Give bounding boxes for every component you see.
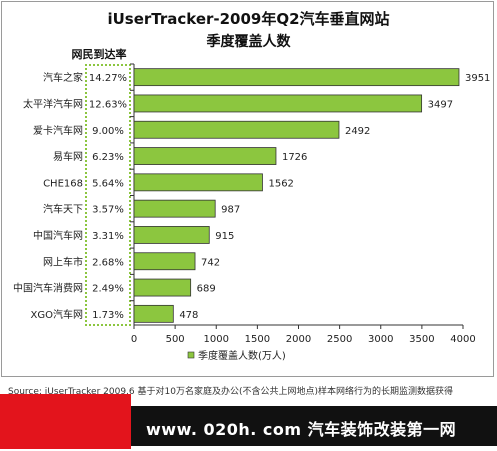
x-tick-label: 2000 [286,334,311,345]
category-label: 中国汽车网 [33,229,83,242]
bar-chart: 3951 汽车之家 14.27% 3497 太平洋汽车网 12.63% 2492 爱卡汽车网 9… [13,63,490,362]
bar-value-label: 3951 [465,73,490,84]
banner-red-block [0,394,131,449]
reach-rate-label: 2.68% [92,257,124,268]
bar [133,278,192,297]
x-tick-label: 3500 [409,334,434,345]
x-tick-label: 2500 [327,334,352,345]
reach-rate-label: 12.63% [89,99,127,110]
category-label: 太平洋汽车网 [23,97,83,110]
source-note: Source: iUserTracker 2009.6 基于对10万名家庭及办公… [8,387,453,397]
banner-black-strip [131,406,497,446]
category-label: 汽车之家 [43,71,83,84]
reach-rate-label: 1.73% [92,310,124,321]
bar [133,147,277,165]
x-tick-label: 1000 [204,334,229,345]
reach-rate-label: 5.64% [92,178,124,189]
bar-value-label: 689 [197,284,216,295]
category-label: 爱卡汽车网 [33,124,83,137]
bar-value-label: 742 [201,257,220,268]
x-tick-label: 0 [131,334,137,345]
category-label: 易车网 [53,150,83,163]
reach-rate-label: 6.23% [92,152,124,163]
category-label: CHE168 [43,178,83,189]
reach-rate-label: 2.49% [92,284,124,295]
reach-rate-label: 3.57% [92,205,124,216]
x-tick-label: 3000 [368,334,393,345]
bar [133,304,174,323]
chart-subtitle: 季度覆盖人数 [206,34,291,50]
bar [133,68,460,87]
bar-value-label: 1562 [268,178,293,189]
bar-value-label: 3497 [428,99,453,110]
category-label: 网上车市 [43,255,83,268]
bar [133,94,423,113]
reach-rate-label: 3.31% [92,231,124,242]
reach-rate-header: 网民到达率 [71,48,127,61]
x-tick-label: 1500 [245,334,270,345]
legend-swatch [187,351,195,359]
category-label: XGO汽车网 [31,308,83,321]
chart-title: iUserTracker-2009年Q2汽车垂直网站 [107,10,390,28]
x-tick-label: 4000 [450,334,475,345]
bar-value-label: 2492 [345,126,370,137]
bar [133,173,263,192]
bar [133,226,210,244]
banner-text: www. 020h. com 汽车装饰改装第一网 [146,420,457,439]
reach-rate-label: 14.27% [89,73,127,84]
legend-label: 季度覆盖人数(万人) [198,349,286,362]
bar-value-label: 915 [215,231,234,242]
category-label: 中国汽车消费网 [13,282,83,295]
bar [133,252,196,271]
bar-value-label: 1726 [282,152,307,163]
category-label: 汽车天下 [43,203,83,216]
bar-value-label: 478 [179,310,198,321]
bar [133,120,340,139]
bar-value-label: 987 [221,205,240,216]
bar [133,199,216,218]
chart-frame [1,1,494,377]
x-tick-label: 500 [166,334,185,345]
reach-rate-label: 9.00% [92,126,124,137]
